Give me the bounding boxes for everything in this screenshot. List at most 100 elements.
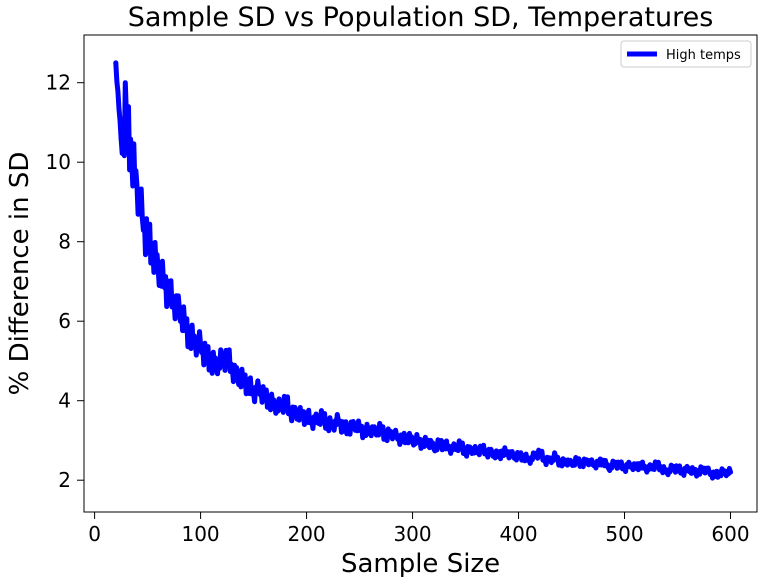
data-point bbox=[669, 465, 675, 471]
data-point bbox=[722, 469, 728, 475]
data-point bbox=[288, 410, 294, 416]
data-point bbox=[240, 378, 246, 384]
data-point bbox=[415, 437, 421, 443]
data-point bbox=[335, 418, 341, 424]
data-point bbox=[394, 433, 400, 439]
data-point bbox=[441, 441, 447, 447]
data-point bbox=[176, 306, 182, 312]
data-point bbox=[616, 461, 622, 467]
data-point bbox=[388, 430, 394, 435]
data-point bbox=[595, 461, 601, 467]
data-point bbox=[579, 461, 585, 467]
data-point bbox=[447, 445, 453, 451]
y-tick-label: 2 bbox=[58, 468, 71, 492]
data-point bbox=[341, 426, 347, 432]
data-point bbox=[357, 426, 363, 432]
data-point bbox=[478, 445, 484, 451]
data-point bbox=[298, 414, 304, 420]
data-point bbox=[404, 433, 410, 439]
data-point bbox=[558, 461, 564, 467]
data-point bbox=[574, 457, 580, 463]
x-tick-label: 400 bbox=[499, 522, 537, 546]
y-tick-label: 10 bbox=[46, 150, 71, 174]
data-point bbox=[160, 278, 166, 284]
data-point bbox=[224, 354, 230, 360]
data-point bbox=[436, 441, 442, 447]
data-point bbox=[208, 358, 214, 364]
data-point bbox=[632, 465, 638, 471]
series-line-high-temps bbox=[113, 62, 733, 481]
data-point bbox=[261, 394, 267, 400]
data-point bbox=[680, 469, 686, 475]
data-point bbox=[134, 183, 140, 189]
data-point bbox=[706, 469, 712, 475]
data-point bbox=[372, 430, 378, 435]
data-point bbox=[319, 414, 325, 420]
data-point bbox=[653, 461, 659, 467]
x-axis-ticks: 0 100 200 300 400 500 600 bbox=[88, 512, 750, 546]
legend-box bbox=[620, 40, 752, 68]
data-point bbox=[362, 430, 368, 435]
data-point bbox=[325, 422, 331, 428]
data-point bbox=[293, 410, 299, 416]
plot-frame bbox=[83, 34, 758, 513]
data-point bbox=[468, 445, 474, 451]
data-point bbox=[256, 386, 262, 392]
x-tick-label: 300 bbox=[393, 522, 431, 546]
data-point bbox=[505, 449, 511, 455]
data-point bbox=[728, 469, 734, 475]
data-point bbox=[648, 465, 654, 471]
data-point bbox=[696, 469, 702, 475]
data-point bbox=[637, 461, 643, 467]
data-point bbox=[542, 457, 548, 463]
data-point bbox=[171, 298, 177, 304]
data-point bbox=[457, 441, 463, 447]
data-point bbox=[611, 461, 617, 467]
data-point bbox=[219, 358, 225, 364]
data-point bbox=[521, 453, 527, 459]
data-point bbox=[166, 290, 172, 296]
series-layer bbox=[113, 60, 734, 481]
data-point bbox=[304, 414, 310, 420]
data-point bbox=[627, 461, 633, 467]
data-point bbox=[235, 374, 241, 380]
y-axis-label: % Difference in SD bbox=[5, 152, 35, 396]
data-point bbox=[584, 457, 590, 463]
data-point bbox=[537, 449, 543, 455]
data-point bbox=[330, 422, 336, 428]
data-point bbox=[118, 135, 124, 141]
y-axis-ticks: 2 4 6 8 10 12 bbox=[46, 71, 84, 492]
data-point bbox=[473, 449, 479, 455]
x-tick-label: 600 bbox=[711, 522, 749, 546]
data-point bbox=[378, 426, 384, 432]
data-point bbox=[113, 60, 119, 66]
data-point bbox=[526, 457, 532, 463]
data-point bbox=[145, 239, 151, 245]
data-point bbox=[547, 457, 553, 463]
data-point bbox=[410, 437, 416, 443]
data-point bbox=[622, 465, 628, 471]
data-point bbox=[251, 390, 257, 396]
data-point bbox=[139, 215, 145, 221]
data-point bbox=[531, 453, 537, 459]
data-point bbox=[272, 402, 278, 408]
data-point bbox=[510, 453, 516, 459]
data-point bbox=[685, 465, 691, 471]
data-point bbox=[606, 465, 612, 471]
x-tick-label: 100 bbox=[181, 522, 219, 546]
x-axis-label: Sample Size bbox=[341, 549, 500, 577]
data-point bbox=[282, 398, 288, 404]
data-point bbox=[701, 465, 707, 471]
data-point bbox=[150, 247, 156, 253]
data-point bbox=[431, 445, 437, 451]
x-tick-label: 200 bbox=[287, 522, 325, 546]
data-point bbox=[367, 426, 373, 432]
data-point bbox=[203, 354, 209, 360]
data-point bbox=[690, 469, 696, 475]
data-point bbox=[309, 418, 315, 424]
data-point bbox=[463, 449, 469, 455]
y-tick-label: 12 bbox=[46, 71, 71, 95]
data-point bbox=[489, 449, 495, 455]
y-tick-label: 4 bbox=[58, 389, 71, 413]
